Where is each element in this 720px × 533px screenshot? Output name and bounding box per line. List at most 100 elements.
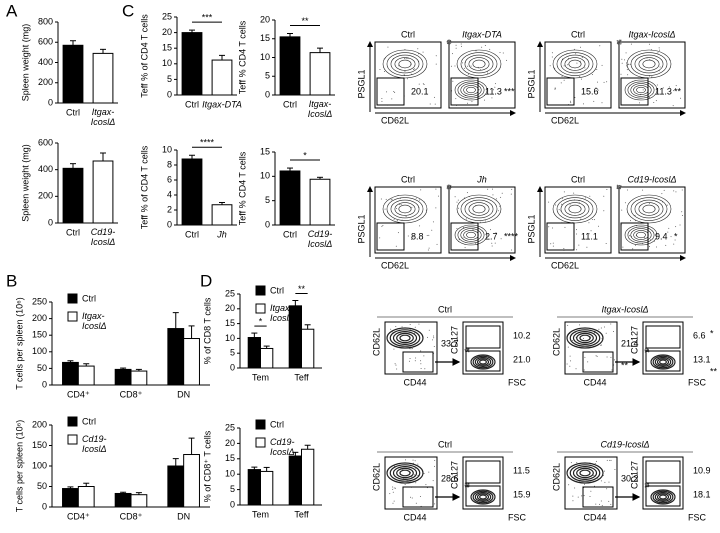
event-dot xyxy=(570,360,572,362)
group-title: Ctrl xyxy=(438,439,452,449)
gate-value: 30.2 xyxy=(621,473,639,483)
contour xyxy=(474,356,492,368)
event-dot xyxy=(423,83,425,85)
event-dot xyxy=(497,210,499,212)
event-dot xyxy=(657,52,659,54)
event-dot xyxy=(405,459,407,461)
event-dot xyxy=(673,190,675,192)
event-dot xyxy=(391,98,393,100)
event-dot xyxy=(610,323,612,325)
event-dot xyxy=(464,349,466,351)
event-dot xyxy=(414,332,416,334)
event-dot xyxy=(491,188,493,190)
event-dot xyxy=(494,242,496,244)
x-axis-label: CD62L xyxy=(381,260,409,270)
event-dot xyxy=(613,359,615,361)
event-dot xyxy=(432,335,434,337)
event-dot xyxy=(419,496,421,498)
event-dot xyxy=(447,188,449,190)
event-dot xyxy=(621,209,623,211)
event-dot xyxy=(456,227,458,229)
event-dot xyxy=(672,105,674,107)
event-dot xyxy=(404,483,406,485)
x-tick-label: CD4⁺ xyxy=(67,511,90,521)
event-dot xyxy=(395,245,397,247)
event-dot xyxy=(588,233,590,235)
event-dot xyxy=(617,43,619,45)
event-dot xyxy=(506,233,508,235)
y-axis-label: T cells per spleen (10⁶) xyxy=(14,420,24,513)
bar xyxy=(62,44,84,104)
contour xyxy=(382,49,428,79)
y-tick-label: 50 xyxy=(37,481,47,491)
event-dot xyxy=(393,91,395,93)
event-dot xyxy=(554,87,556,89)
contour xyxy=(389,329,421,347)
event-dot xyxy=(417,474,419,476)
event-dot xyxy=(580,78,582,80)
event-dot xyxy=(578,244,580,246)
event-dot xyxy=(393,487,395,489)
event-dot xyxy=(563,65,565,67)
event-dot xyxy=(620,39,622,41)
event-dot xyxy=(384,208,386,210)
event-dot xyxy=(622,246,624,248)
gate-value: 11.3 xyxy=(655,86,672,96)
contour xyxy=(389,464,421,482)
event-dot xyxy=(506,59,508,61)
event-dot xyxy=(627,63,629,65)
event-dot xyxy=(624,59,626,61)
event-dot xyxy=(400,203,402,205)
contour xyxy=(642,204,656,214)
event-dot xyxy=(411,348,413,350)
significance: **** xyxy=(504,231,519,241)
event-dot xyxy=(576,462,578,464)
contour xyxy=(457,81,485,99)
error-bar xyxy=(100,152,106,161)
event-dot xyxy=(437,195,439,197)
legend-label: Ctrl xyxy=(270,419,284,429)
event-dot xyxy=(620,185,622,187)
event-dot xyxy=(407,235,409,237)
event-dot xyxy=(570,462,572,464)
event-dot xyxy=(595,87,597,89)
bar xyxy=(62,361,79,386)
event-dot xyxy=(642,189,644,191)
y-tick-label: 8 xyxy=(167,159,172,169)
event-dot xyxy=(467,483,469,485)
contour xyxy=(579,334,591,342)
event-dot xyxy=(454,196,456,198)
event-dot xyxy=(582,103,584,105)
event-dot xyxy=(680,97,682,99)
event-dot xyxy=(455,44,457,46)
x-axis-label: FSC xyxy=(688,377,707,387)
event-dot xyxy=(561,197,563,199)
event-dot xyxy=(599,45,601,47)
contour xyxy=(468,202,490,216)
event-dot xyxy=(605,332,607,334)
event-dot xyxy=(409,348,411,350)
event-dot xyxy=(447,186,449,188)
bar xyxy=(92,52,114,104)
event-dot xyxy=(581,56,583,58)
event-dot xyxy=(581,495,583,497)
event-dot xyxy=(601,64,603,66)
event-dot xyxy=(579,76,581,78)
event-dot xyxy=(569,204,571,206)
event-dot xyxy=(435,55,437,57)
contour xyxy=(654,491,672,503)
gate xyxy=(465,460,501,484)
plot-frame xyxy=(618,41,686,109)
legend-swatch xyxy=(255,303,266,314)
y-tick-label: 20 xyxy=(162,27,172,37)
event-dot xyxy=(428,247,430,249)
event-dot xyxy=(601,505,603,507)
event-dot xyxy=(619,186,621,188)
contour xyxy=(552,194,598,224)
event-dot xyxy=(563,79,565,81)
event-dot xyxy=(596,81,598,83)
plot-title: Ctrl xyxy=(571,174,585,184)
gate xyxy=(645,460,681,484)
event-dot xyxy=(478,89,480,91)
gate-value: 20.1 xyxy=(411,86,429,96)
